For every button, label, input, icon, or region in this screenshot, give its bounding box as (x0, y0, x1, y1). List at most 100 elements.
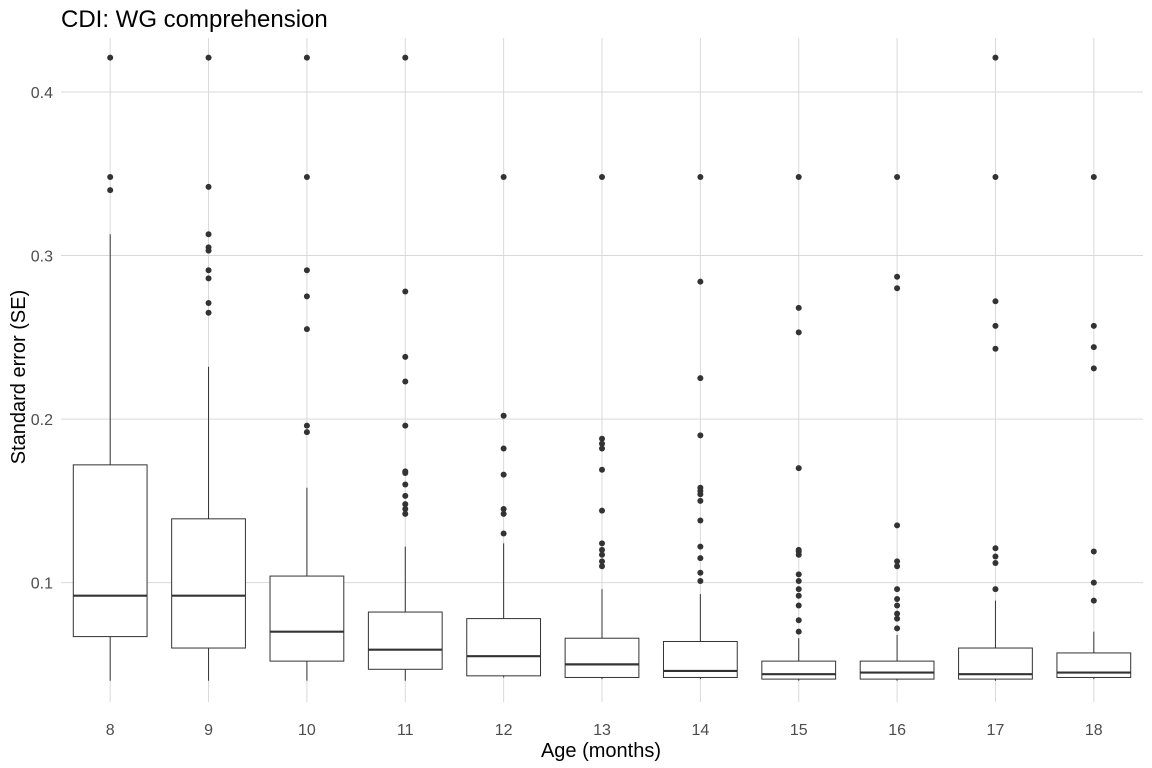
outlier-point (894, 602, 901, 609)
outlier-point (205, 231, 212, 238)
outlier-point (599, 563, 605, 570)
y-tick-labels: 0.1 0.2 0.3 0.4 (31, 85, 53, 593)
outlier-point (500, 445, 507, 452)
outlier-point (599, 558, 605, 565)
outlier-point (992, 298, 999, 305)
box-group-11 (367, 54, 443, 681)
box (466, 618, 542, 677)
outlier-point (205, 275, 212, 282)
box (761, 660, 837, 680)
box-group-14 (662, 174, 738, 680)
outlier-point (205, 299, 212, 306)
outlier-point (992, 322, 999, 329)
outlier-point (795, 577, 802, 584)
outlier-point (599, 551, 605, 558)
outlier-point (303, 326, 310, 333)
outlier-point (500, 506, 507, 513)
outlier-point (599, 540, 605, 547)
outlier-point (303, 267, 310, 274)
outlier-point (697, 174, 704, 181)
outlier-point (500, 174, 507, 181)
outlier-point (894, 595, 901, 602)
box-group-10 (269, 54, 345, 681)
x-tick-label: 16 (888, 722, 906, 739)
x-tick-label: 11 (397, 722, 414, 739)
outlier-point (795, 304, 802, 311)
outlier-point (402, 288, 409, 295)
x-tick-label: 9 (204, 722, 213, 739)
outlier-point (1090, 344, 1097, 351)
box-group-17 (958, 54, 1033, 681)
x-tick-label: 18 (1085, 722, 1103, 739)
x-axis-label: Age (months) (541, 740, 661, 762)
outlier-point (402, 353, 409, 360)
x-tick-label: 14 (691, 722, 709, 739)
outlier-point (894, 285, 901, 292)
box-group-9 (171, 54, 246, 681)
outlier-point (500, 412, 507, 419)
x-tick-label: 10 (298, 722, 316, 739)
outlier-point (402, 422, 409, 429)
outlier-point (894, 625, 901, 632)
outlier-point (697, 577, 704, 584)
outlier-point (894, 610, 901, 617)
box-group-16 (859, 174, 935, 681)
outlier-point (599, 546, 605, 553)
outlier-point (992, 174, 999, 181)
outlier-point (697, 432, 704, 439)
outlier-point (599, 440, 605, 447)
outlier-point (697, 497, 704, 504)
outlier-point (205, 309, 212, 316)
outlier-point (795, 602, 802, 609)
outlier-point (402, 54, 409, 61)
outlier-point (599, 445, 605, 452)
outlier-point (795, 329, 802, 336)
outlier-point (992, 54, 999, 61)
x-tick-labels: 8 9 10 11 12 13 14 15 16 17 18 (106, 722, 1103, 739)
outlier-point (205, 54, 212, 61)
outlier-point (205, 244, 212, 251)
outlier-point (107, 187, 114, 194)
outlier-point (599, 174, 605, 181)
x-tick-label: 15 (790, 722, 808, 739)
outlier-point (894, 273, 901, 280)
outlier-point (1090, 365, 1097, 372)
outlier-point (795, 571, 802, 578)
outlier-point (599, 507, 605, 514)
y-tick-label: 0.3 (31, 249, 53, 266)
outlier-point (303, 429, 310, 436)
outlier-point (500, 530, 507, 537)
outlier-point (599, 466, 605, 473)
box (367, 611, 443, 670)
outlier-point (1090, 548, 1097, 555)
box-group-8 (72, 54, 148, 681)
outlier-point (402, 506, 409, 513)
box (859, 660, 935, 680)
box-group-13 (564, 174, 640, 680)
outlier-point (697, 569, 704, 576)
box-layer (72, 54, 1132, 681)
outlier-point (795, 617, 802, 624)
outlier-point (894, 615, 901, 622)
outlier-point (894, 174, 901, 181)
outlier-point (107, 54, 114, 61)
outlier-point (795, 546, 802, 553)
outlier-point (894, 522, 901, 529)
box (662, 640, 738, 678)
y-tick-label: 0.1 (31, 576, 53, 593)
outlier-point (992, 586, 999, 593)
outlier-point (402, 501, 409, 508)
outlier-point (795, 465, 802, 472)
box-group-12 (466, 174, 542, 678)
outlier-point (697, 543, 704, 550)
outlier-point (795, 628, 802, 635)
outlier-point (697, 517, 704, 524)
outlier-point (107, 174, 114, 181)
outlier-point (500, 471, 507, 478)
outlier-point (402, 481, 409, 488)
box (72, 464, 148, 638)
outlier-point (992, 345, 999, 352)
outlier-point (992, 553, 999, 560)
outlier-point (402, 378, 409, 385)
